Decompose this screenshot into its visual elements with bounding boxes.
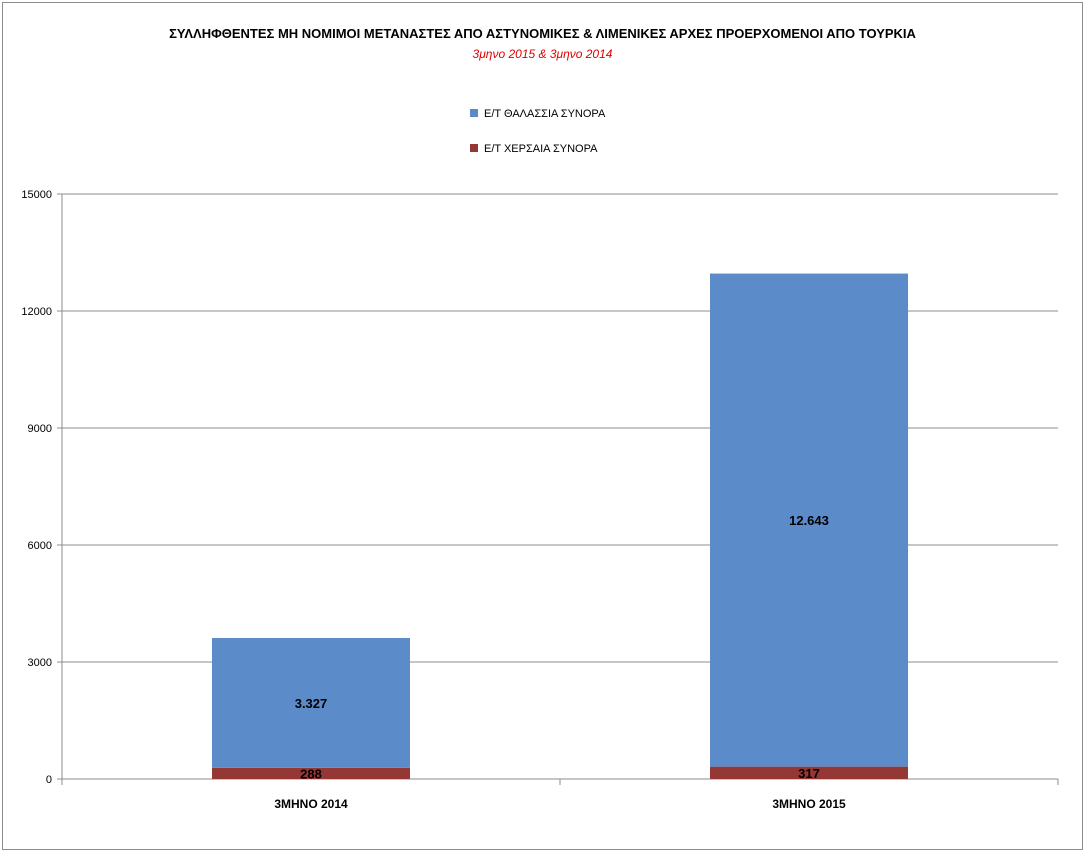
x-category-label: 3ΜΗΝΟ 2014	[274, 797, 348, 811]
bar-segment	[212, 767, 410, 779]
legend-label: Ε/Τ ΧΕΡΣΑΙΑ ΣΥΝΟΡΑ	[484, 143, 598, 155]
y-tick-label: 12000	[21, 306, 52, 318]
y-tick-label: 0	[46, 774, 52, 786]
data-label: 317	[798, 766, 820, 781]
bar-segment	[710, 766, 908, 779]
data-label: 3.327	[295, 696, 328, 711]
legend-label: Ε/Τ ΘΑΛΑΣΣΙΑ ΣΥΝΟΡΑ	[484, 108, 606, 120]
chart-title: ΣΥΛΛΗΦΘΕΝΤΕΣ ΜΗ ΝΟΜΙΜΟΙ ΜΕΤΑΝΑΣΤΕΣ ΑΠΟ Α…	[169, 26, 916, 41]
bar-segment	[710, 273, 908, 767]
y-tick-label: 6000	[28, 540, 52, 552]
legend-swatch	[470, 144, 478, 152]
chart-subtitle: 3μηνο 2015 & 3μηνο 2014	[472, 47, 613, 61]
bar-segment	[212, 638, 410, 768]
y-tick-label: 9000	[28, 423, 52, 435]
legend-swatch	[470, 109, 478, 117]
y-tick-label: 3000	[28, 657, 52, 669]
data-label: 12.643	[789, 513, 829, 528]
y-tick-label: 15000	[21, 189, 52, 201]
x-category-label: 3ΜΗΝΟ 2015	[772, 797, 846, 811]
data-label: 288	[300, 766, 322, 781]
